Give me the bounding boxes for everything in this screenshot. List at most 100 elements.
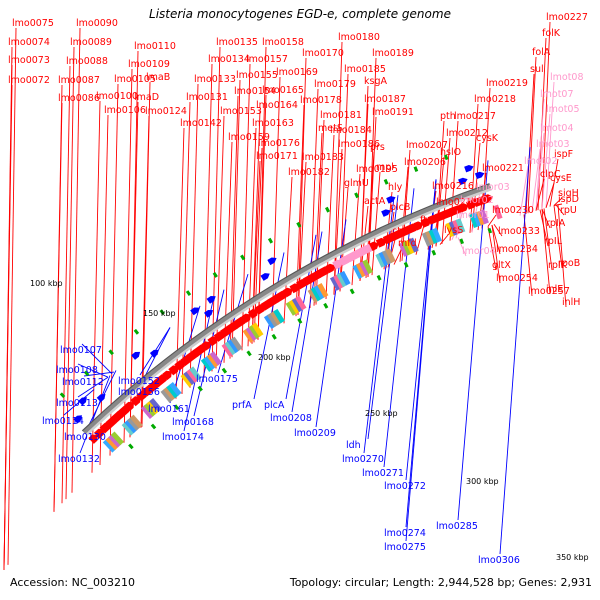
function-block	[110, 431, 124, 446]
leader-line	[545, 81, 555, 208]
gene-label-forward: lmo0187	[364, 94, 406, 105]
tick-label: 300 kbp	[466, 477, 499, 486]
gene-label-forward: lmot03	[536, 139, 570, 150]
leader-line	[339, 73, 349, 292]
gene-arrow	[78, 397, 87, 406]
gene-arrow	[232, 316, 247, 329]
feature-marker	[459, 238, 465, 245]
function-block	[455, 218, 466, 234]
label-leader-lines	[3, 21, 567, 570]
function-block	[267, 312, 279, 328]
leader-line	[140, 115, 150, 428]
feature-marker	[443, 154, 449, 161]
gene-label-forward: lmo0089	[70, 37, 112, 48]
function-block	[168, 381, 182, 397]
gene-label-forward: lmot02	[524, 156, 558, 167]
tick-label: 150 kbp	[143, 309, 176, 318]
leader-line	[79, 375, 111, 454]
function-block	[221, 342, 234, 358]
leader-line	[365, 151, 375, 279]
gene-label-forward: lmo0155	[236, 70, 278, 81]
feature-marker	[108, 349, 114, 356]
gene-label-forward: lmo0191	[372, 107, 414, 118]
leader-line	[449, 120, 459, 241]
gene-label-reverse: plcA	[264, 400, 285, 411]
gene-label-reverse: lmo0174	[162, 432, 204, 443]
gene-label-forward: rpU	[560, 205, 577, 216]
leader-line	[555, 204, 565, 216]
leader-line	[527, 56, 537, 214]
gene-label-forward: lmo0180	[338, 32, 380, 43]
function-block	[127, 416, 141, 431]
leader-line	[553, 197, 563, 206]
feature-marker	[128, 443, 134, 450]
gene-label-reverse: lmo0168	[172, 417, 214, 428]
gene-label-forward: lmo0131	[186, 92, 228, 103]
gene-arrow	[375, 237, 387, 248]
gene-arrow	[136, 390, 148, 402]
gene-label-forward: lmo0230	[492, 205, 534, 216]
function-block	[160, 388, 174, 403]
gene-arrow	[458, 203, 469, 213]
gene-label-reverse: lmo0112	[62, 377, 104, 388]
feature-marker	[150, 423, 157, 430]
gene-arrow	[206, 296, 216, 304]
leader-line	[439, 234, 449, 245]
gene-label-forward: lmor03	[476, 182, 510, 193]
gene-label-forward: lmor01	[456, 210, 490, 221]
gene-label-forward: rpIL	[544, 236, 563, 247]
feature-marker	[376, 274, 382, 281]
gene-label-forward: mfd	[398, 238, 417, 249]
function-block	[200, 357, 214, 372]
feature-marker	[197, 385, 203, 392]
gene-label-forward: lmo0217	[454, 111, 496, 122]
function-block	[339, 270, 351, 286]
leader-line	[309, 88, 319, 309]
leader-line	[549, 158, 559, 207]
gene-label-forward: ftsH	[420, 215, 439, 226]
feature-marker	[413, 166, 419, 172]
function-block	[291, 297, 304, 313]
feature-marker	[431, 249, 437, 256]
gene-arrow	[316, 266, 331, 279]
feature-marker	[349, 288, 355, 295]
gene-label-forward: ispD	[558, 194, 579, 205]
leader-line	[491, 224, 501, 255]
gene-arrow	[332, 259, 343, 270]
gene-arrow	[413, 221, 424, 231]
function-block	[479, 209, 489, 225]
gene-tracks	[59, 154, 503, 453]
gene-label-forward: lmo0219	[486, 78, 528, 89]
gene-label-forward: lmo0233	[498, 226, 540, 237]
function-block	[189, 366, 202, 381]
gene-label-forward: lmo0154	[234, 86, 276, 97]
gene-label-forward: lmo0135	[216, 37, 258, 48]
gene-arrow	[466, 200, 477, 210]
gene-arrow	[73, 415, 82, 424]
gene-arrow	[130, 396, 141, 407]
function-block	[121, 421, 135, 436]
feature-marker	[173, 404, 180, 411]
gene-arrow	[420, 218, 432, 228]
feature-marker	[296, 221, 302, 228]
gene-label-reverse: lmo0208	[270, 413, 312, 424]
function-block	[476, 210, 486, 226]
feature-marker	[383, 178, 389, 185]
function-block	[105, 436, 119, 451]
accession-text: Accession: NC_003210	[10, 576, 136, 589]
leader-line	[211, 46, 221, 372]
function-block	[333, 274, 345, 289]
gene-label-forward: lmo0215	[436, 197, 478, 208]
gene-arrow	[192, 344, 207, 357]
gene-label-forward: lmo0178	[300, 95, 342, 106]
gene-label-forward: lmot05	[546, 104, 580, 115]
gene-label-forward: lmo0134	[208, 54, 250, 65]
gene-arrow	[124, 401, 135, 412]
feature-marker	[133, 328, 140, 335]
function-block	[421, 231, 432, 247]
gene-label-reverse: lmo0114	[42, 416, 84, 427]
gene-arrow	[88, 434, 98, 444]
gene-label-reverse: lmo0274	[384, 528, 426, 539]
gene-label-forward: lmo0164	[256, 100, 298, 111]
gene-label-forward: lmo0170	[302, 48, 344, 59]
